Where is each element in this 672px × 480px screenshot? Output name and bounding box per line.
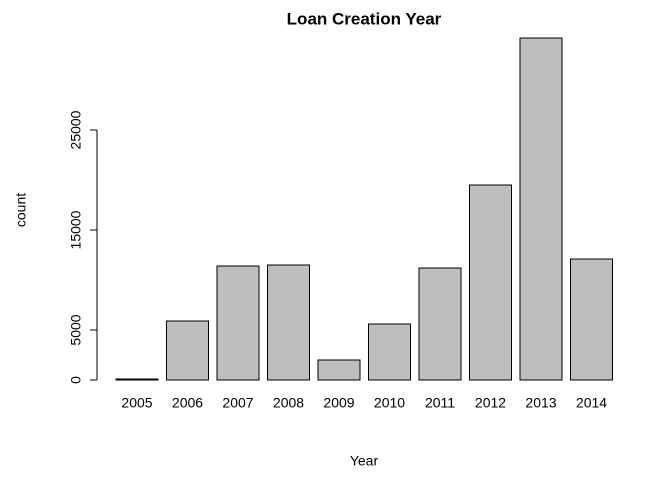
x-tick-label: 2010 bbox=[374, 395, 405, 411]
x-tick-label: 2012 bbox=[475, 395, 506, 411]
bar bbox=[216, 265, 260, 381]
x-tick-label: 2005 bbox=[121, 395, 152, 411]
y-axis-label: count bbox=[13, 193, 29, 227]
x-axis-label: Year bbox=[350, 453, 379, 469]
x-tick-label: 2008 bbox=[273, 395, 304, 411]
bar bbox=[570, 258, 613, 381]
x-tick-label: 2009 bbox=[323, 395, 354, 411]
bar bbox=[368, 323, 411, 381]
y-tick-label: 0 bbox=[68, 376, 84, 384]
y-tick-label: 15000 bbox=[68, 210, 84, 249]
y-tick-label: 25000 bbox=[68, 110, 84, 149]
x-tick-label: 2014 bbox=[576, 395, 607, 411]
bar bbox=[469, 184, 512, 381]
bar bbox=[519, 37, 563, 381]
chart-title: Loan Creation Year bbox=[287, 9, 442, 28]
bar bbox=[418, 267, 462, 381]
x-tick-label: 2007 bbox=[222, 395, 253, 411]
x-tick-label: 2011 bbox=[425, 395, 455, 411]
bar bbox=[317, 359, 361, 381]
bar bbox=[267, 264, 310, 381]
x-tick-label: 2006 bbox=[172, 395, 203, 411]
x-tick-label: 2013 bbox=[525, 395, 556, 411]
y-tick-label: 5000 bbox=[68, 314, 84, 345]
bar bbox=[166, 320, 209, 381]
bar bbox=[115, 378, 159, 381]
